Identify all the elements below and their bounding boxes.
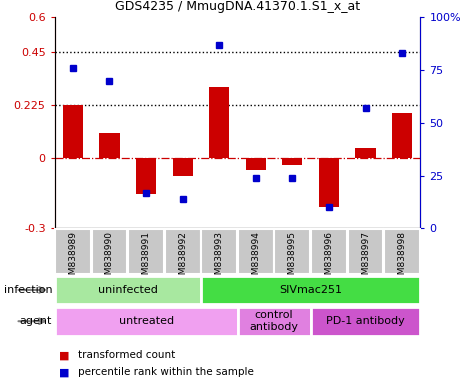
Bar: [355, 148, 376, 158]
Text: untreated: untreated: [118, 316, 174, 326]
FancyBboxPatch shape: [55, 276, 201, 304]
Bar: [136, 158, 156, 194]
Bar: [172, 158, 193, 176]
FancyBboxPatch shape: [238, 229, 274, 274]
Text: control
antibody: control antibody: [249, 310, 299, 332]
Text: infection: infection: [4, 285, 52, 295]
Bar: [319, 158, 339, 207]
Text: GSM838989: GSM838989: [68, 231, 77, 286]
FancyBboxPatch shape: [348, 229, 383, 274]
Text: GSM838997: GSM838997: [361, 231, 370, 286]
Text: GSM838994: GSM838994: [251, 231, 260, 286]
FancyBboxPatch shape: [55, 229, 91, 274]
Text: uninfected: uninfected: [98, 285, 158, 295]
Bar: [209, 86, 229, 158]
FancyBboxPatch shape: [128, 229, 164, 274]
Text: GSM838995: GSM838995: [288, 231, 297, 286]
Text: PD-1 antibody: PD-1 antibody: [326, 316, 405, 326]
FancyBboxPatch shape: [384, 229, 420, 274]
FancyBboxPatch shape: [201, 276, 420, 304]
FancyBboxPatch shape: [275, 229, 310, 274]
Text: GSM838991: GSM838991: [142, 231, 151, 286]
FancyBboxPatch shape: [311, 306, 420, 336]
Text: ■: ■: [59, 350, 70, 360]
Title: GDS4235 / MmugDNA.41370.1.S1_x_at: GDS4235 / MmugDNA.41370.1.S1_x_at: [115, 0, 360, 13]
FancyBboxPatch shape: [92, 229, 127, 274]
Bar: [63, 105, 83, 158]
FancyBboxPatch shape: [55, 306, 238, 336]
Text: GSM838990: GSM838990: [105, 231, 114, 286]
Bar: [392, 114, 412, 158]
Bar: [246, 158, 266, 170]
Text: GSM838993: GSM838993: [215, 231, 224, 286]
Bar: [282, 158, 303, 165]
FancyBboxPatch shape: [165, 229, 200, 274]
Text: SIVmac251: SIVmac251: [279, 285, 342, 295]
Text: percentile rank within the sample: percentile rank within the sample: [78, 367, 254, 377]
Text: transformed count: transformed count: [78, 350, 176, 360]
Text: GSM838996: GSM838996: [324, 231, 333, 286]
Text: ■: ■: [59, 367, 70, 377]
FancyBboxPatch shape: [238, 306, 311, 336]
Bar: [99, 134, 120, 158]
FancyBboxPatch shape: [311, 229, 347, 274]
FancyBboxPatch shape: [201, 229, 237, 274]
Text: GSM838998: GSM838998: [398, 231, 407, 286]
Text: agent: agent: [20, 316, 52, 326]
Text: GSM838992: GSM838992: [178, 231, 187, 286]
